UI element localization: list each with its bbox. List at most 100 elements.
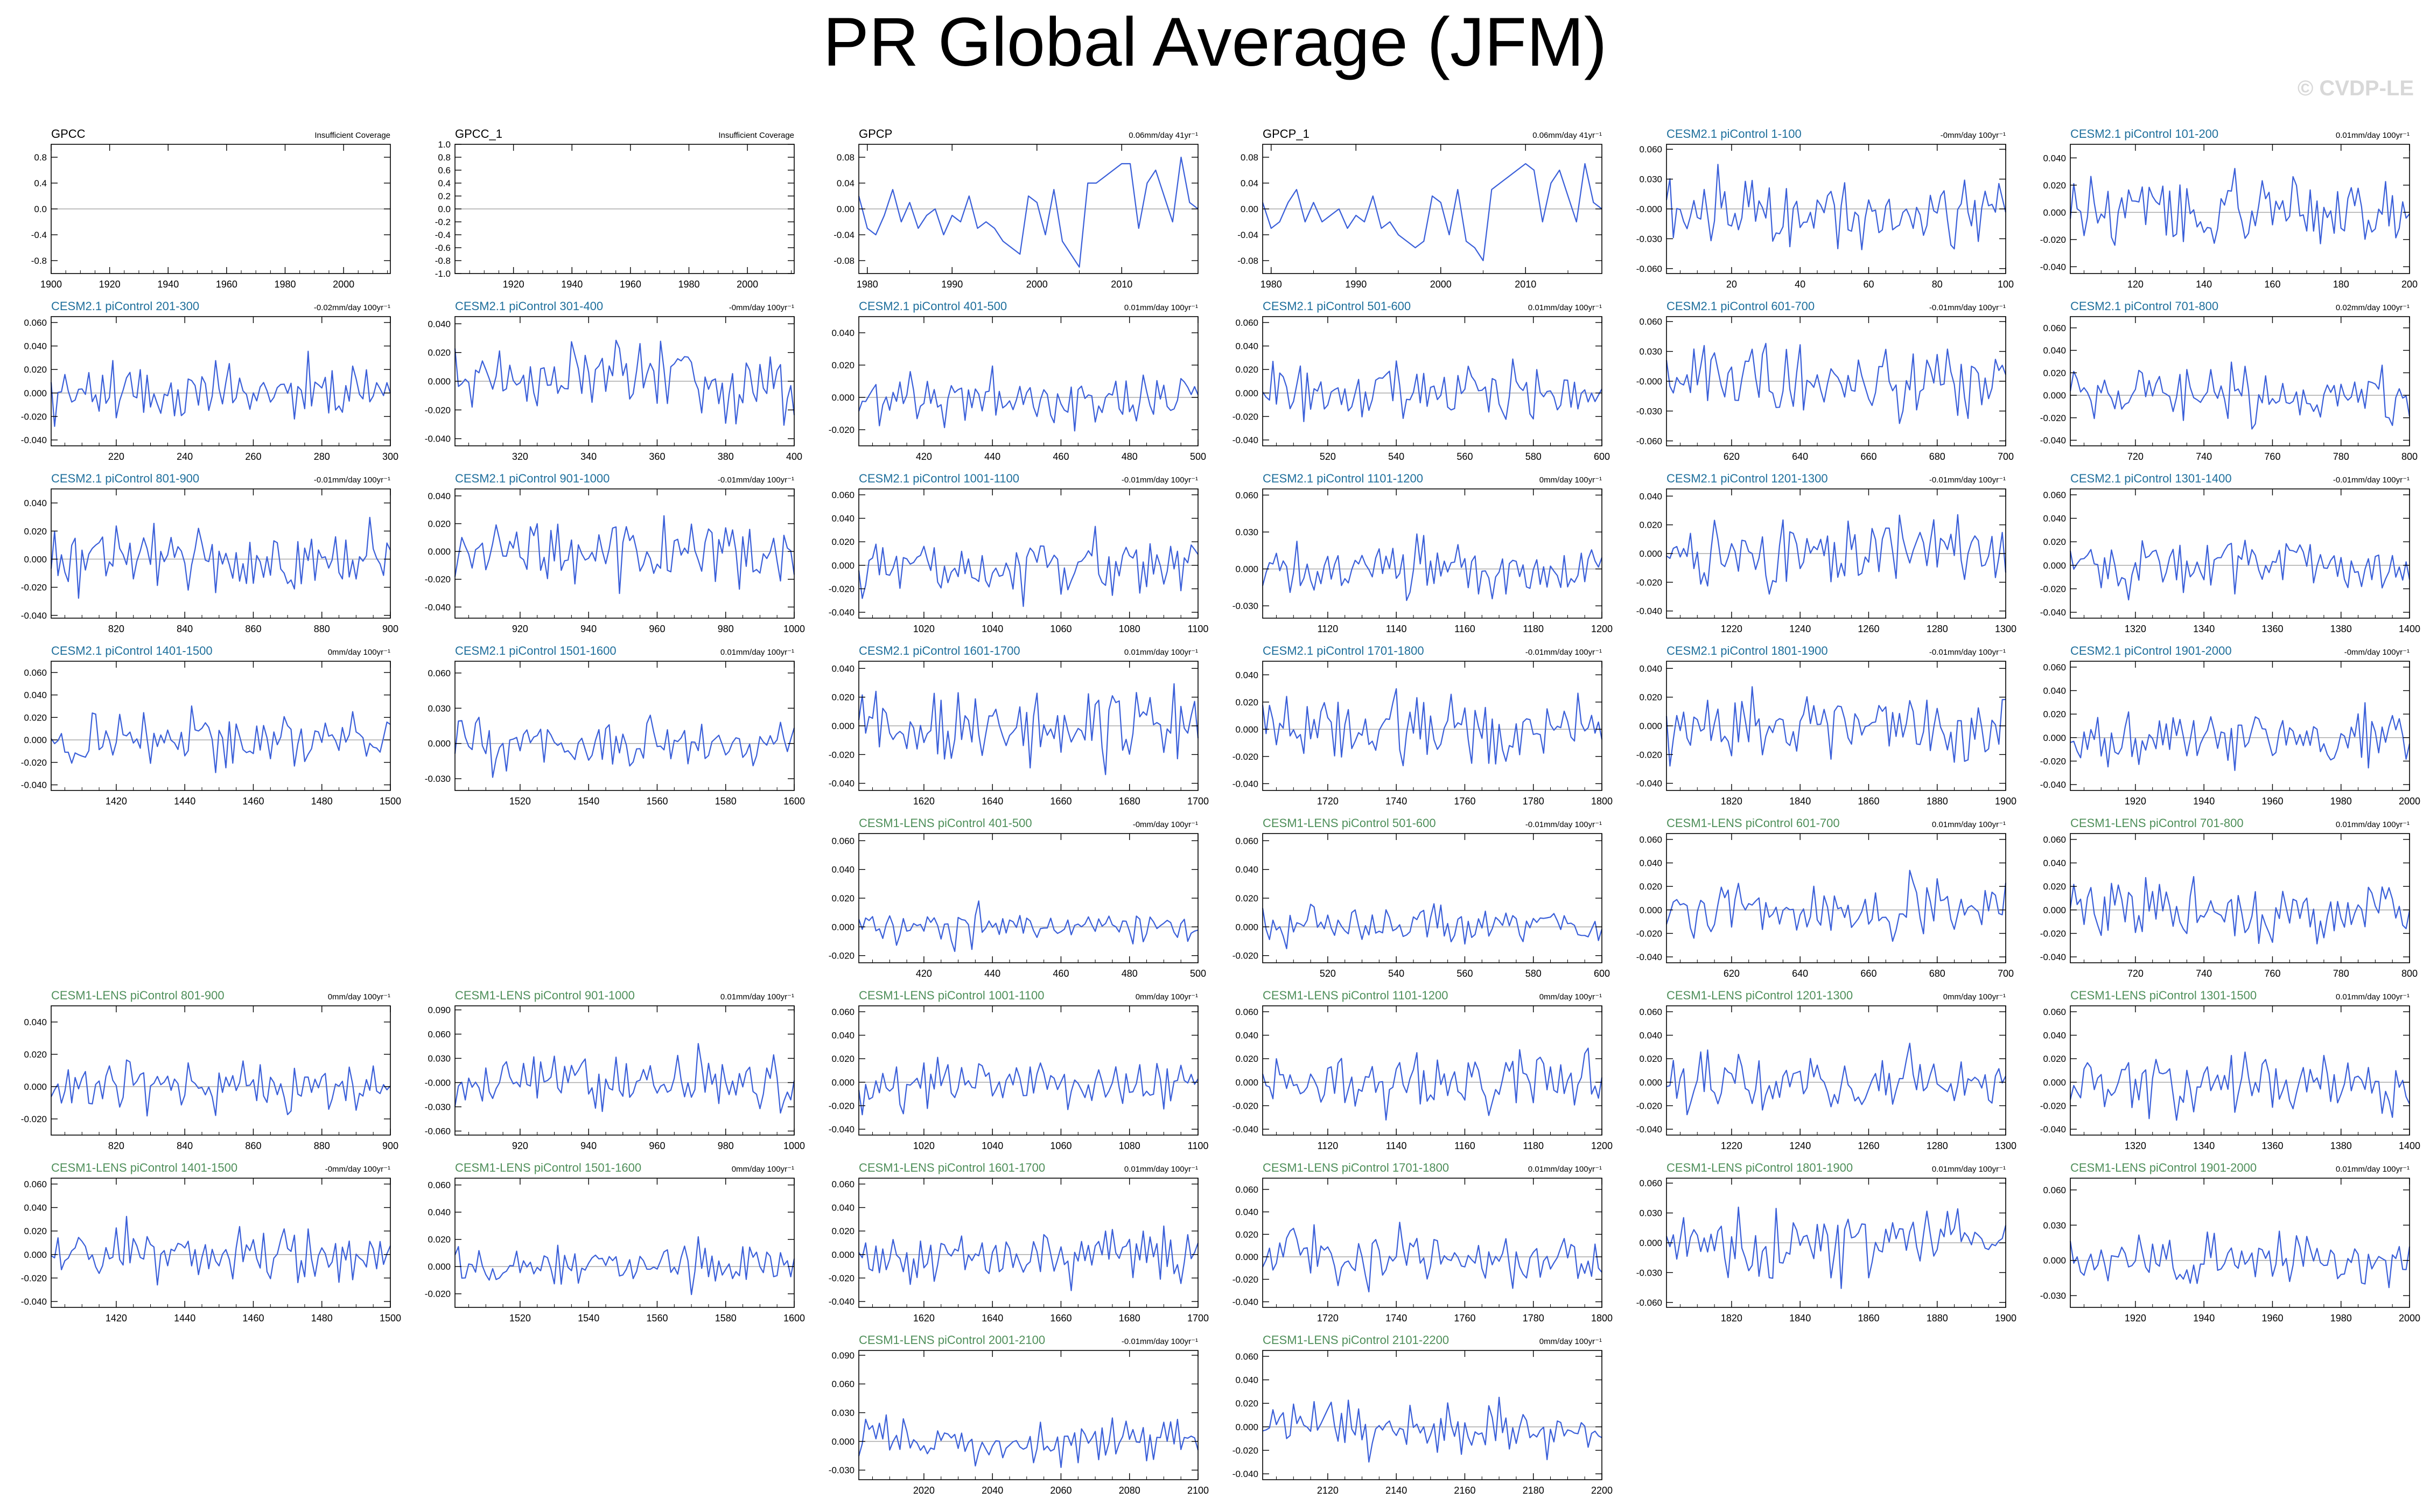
- y-tick-label: -0.020: [829, 584, 855, 594]
- y-tick-label: -0.040: [21, 1297, 47, 1307]
- panel-19: CESM2.1 piControl 1501-1600 0.01mm/day 10…: [425, 644, 805, 807]
- y-tick-label: 0.020: [1639, 881, 1662, 892]
- panel-note: 0.06mm/day 41yr⁻¹: [1129, 131, 1198, 140]
- x-tick-label: 900: [382, 1140, 398, 1151]
- x-tick-label: 1180: [1523, 1140, 1544, 1151]
- x-tick-label: 1980: [2330, 796, 2352, 807]
- y-tick-label: 0.030: [1639, 347, 1662, 357]
- y-tick-label: 0.020: [24, 526, 47, 536]
- panel-note: -0.01mm/day 100yr⁻¹: [1122, 475, 1198, 485]
- plot-frame: [51, 488, 391, 619]
- y-tick-label: 0.000: [428, 376, 451, 387]
- x-tick-label: 1260: [1858, 624, 1879, 634]
- y-tick-label: -0.04: [834, 230, 855, 240]
- panel-note: -0mm/day 100yr⁻¹: [1133, 820, 1198, 829]
- x-tick-label: 1160: [1454, 624, 1475, 634]
- y-tick-label: 0.040: [831, 514, 855, 524]
- panel-note: 0mm/day 100yr⁻¹: [732, 1165, 794, 1174]
- x-tick-label: 1580: [715, 1313, 737, 1324]
- x-tick-label: 1380: [2330, 1140, 2352, 1151]
- y-tick-label: 0.020: [2043, 537, 2066, 547]
- y-tick-label: 0.020: [831, 537, 855, 547]
- y-tick-label: -0.060: [425, 1126, 451, 1137]
- x-tick-label: 340: [580, 451, 597, 462]
- panel-34: CESM1-LENS piControl 1401-1500 -0mm/day 1…: [21, 1161, 401, 1324]
- y-tick-label: 0.040: [1235, 341, 1258, 352]
- panel-title: CESM2.1 piControl 1701-1800: [1263, 644, 1424, 657]
- panel-15: CESM2.1 piControl 1101-1200 0mm/day 100yr…: [1232, 472, 1613, 634]
- series-line: [1262, 1396, 1602, 1463]
- y-tick-label: -0.030: [1636, 406, 1662, 416]
- x-tick-label: 1560: [646, 1313, 668, 1324]
- x-tick-label: 520: [1320, 451, 1336, 462]
- y-tick-label: 0.060: [428, 1030, 451, 1040]
- plot-frame: [454, 488, 795, 619]
- y-tick-label: 0.020: [1235, 1398, 1258, 1409]
- x-tick-label: 800: [2401, 451, 2418, 462]
- x-tick-label: 1480: [311, 796, 333, 807]
- x-tick-label: 700: [1998, 451, 2014, 462]
- y-tick-label: 0.000: [1639, 721, 1662, 731]
- y-tick-label: 0.030: [428, 703, 451, 713]
- y-tick-label: -0.08: [1237, 256, 1258, 266]
- panel-note: -0mm/day 100yr⁻¹: [2344, 648, 2410, 657]
- panel-note: -0.01mm/day 100yr⁻¹: [2333, 475, 2410, 485]
- x-tick-label: 180: [2333, 279, 2349, 290]
- x-tick-label: 1520: [509, 1313, 531, 1324]
- x-tick-label: 2000: [2399, 1313, 2420, 1324]
- y-tick-label: -0.020: [21, 758, 47, 768]
- y-tick-label: 0.040: [1235, 1207, 1258, 1217]
- y-tick-label: 0.000: [831, 1437, 855, 1447]
- x-tick-label: 500: [1190, 451, 1206, 462]
- series-line: [1262, 358, 1602, 422]
- panel-note: Insufficient Coverage: [314, 131, 390, 140]
- y-tick-label: -0.040: [1232, 1469, 1258, 1479]
- y-tick-label: -0.020: [21, 583, 47, 593]
- y-tick-label: 0.040: [1235, 865, 1258, 875]
- y-tick-label: -0.030: [829, 1465, 855, 1475]
- x-tick-label: 2020: [913, 1485, 935, 1496]
- x-tick-label: 400: [786, 451, 802, 462]
- panel-note: 0.02mm/day 100yr⁻¹: [2336, 303, 2410, 312]
- series-line: [1262, 688, 1603, 767]
- y-tick-label: 0.040: [831, 1203, 855, 1213]
- x-tick-label: 620: [1724, 451, 1740, 462]
- y-tick-label: 0.8: [438, 152, 451, 163]
- y-tick-label: 0.040: [428, 1207, 451, 1217]
- x-tick-label: 1360: [2261, 1140, 2283, 1151]
- panel-title: CESM1-LENS piControl 1001-1100: [859, 989, 1044, 1002]
- y-tick-label: 0.000: [2043, 561, 2066, 571]
- panel-title: CESM1-LENS piControl 401-500: [859, 816, 1032, 830]
- series-line: [858, 526, 1199, 607]
- x-tick-label: 2200: [1591, 1485, 1613, 1496]
- y-tick-label: -0.040: [1232, 435, 1258, 445]
- y-tick-label: 0.060: [1235, 490, 1258, 500]
- panel-note: -0.01mm/day 100yr⁻¹: [1122, 1337, 1198, 1346]
- panel-18: CESM2.1 piControl 1401-1500 0mm/day 100yr…: [21, 644, 401, 807]
- panel-0: GPCC Insufficient Coverage 0.8 0.4 0.0 -0.4 -0…: [31, 127, 391, 290]
- x-tick-label: 220: [108, 451, 124, 462]
- x-tick-label: 920: [512, 624, 528, 634]
- x-tick-label: 1920: [503, 279, 524, 290]
- x-tick-label: 1880: [1927, 796, 1948, 807]
- x-tick-label: 1720: [1317, 796, 1339, 807]
- plot-frame: [51, 316, 391, 446]
- y-tick-label: 0.020: [1639, 692, 1662, 703]
- y-tick-label: 0.020: [831, 360, 855, 370]
- series-line: [858, 900, 1199, 952]
- series-line: [1665, 686, 2006, 767]
- x-tick-label: 1740: [1385, 796, 1407, 807]
- y-tick-label: 0.090: [831, 1350, 855, 1361]
- y-tick-label: 0.040: [24, 498, 47, 508]
- y-tick-label: 0.020: [2043, 881, 2066, 892]
- panel-title: GPCC: [51, 127, 86, 141]
- y-tick-label: -0.020: [2040, 235, 2066, 245]
- x-tick-label: 660: [1860, 968, 1876, 979]
- panel-title: CESM2.1 piControl 1-100: [1666, 127, 1802, 141]
- panel-note: -0.01mm/day 100yr⁻¹: [1929, 475, 2006, 485]
- x-tick-label: 760: [2264, 968, 2280, 979]
- x-tick-label: 240: [177, 451, 193, 462]
- y-tick-label: 0.000: [1235, 564, 1258, 575]
- y-tick-label: -0.020: [1232, 1445, 1258, 1455]
- panel-20: CESM2.1 piControl 1601-1700 0.01mm/day 10…: [829, 644, 1209, 807]
